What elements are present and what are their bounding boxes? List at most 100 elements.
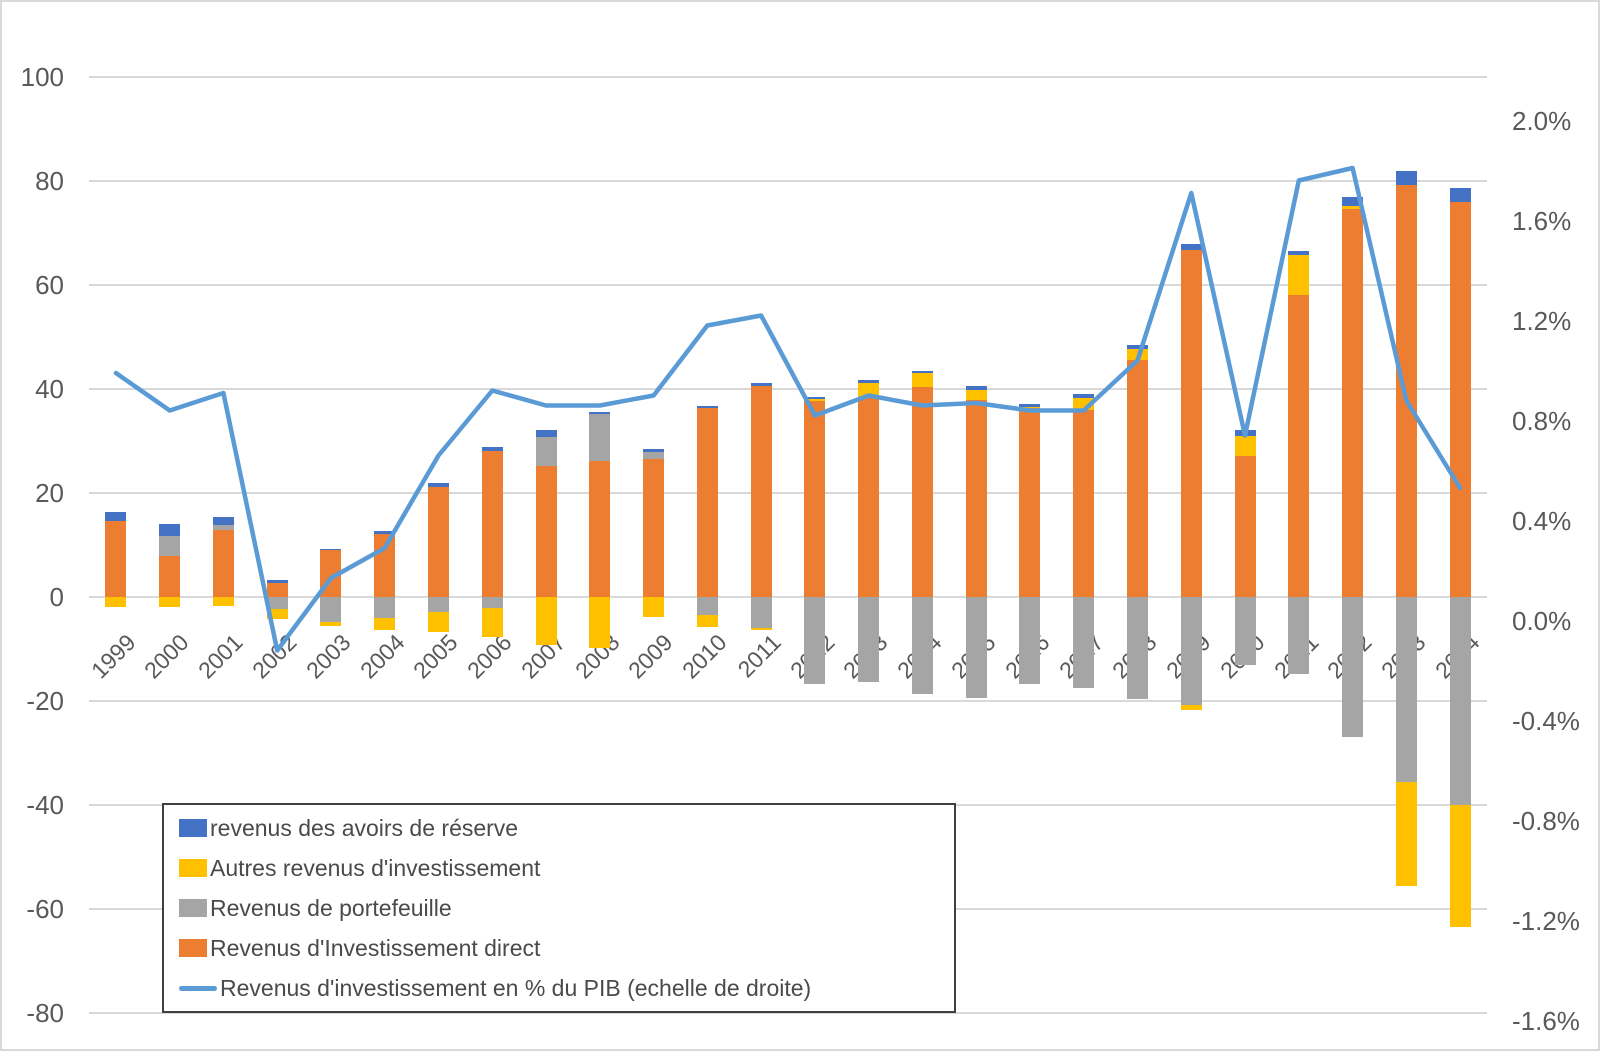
bar-2008-reserve [589, 411, 611, 414]
bar-2024-direct [1449, 201, 1471, 597]
bar-2005-portefeuille [428, 597, 449, 612]
bar-2021-autres [1288, 255, 1310, 295]
x-axis-label-2010: 2010 [677, 629, 732, 684]
bar-2022-reserve [1342, 197, 1364, 207]
bar-2022-autres [1342, 206, 1364, 210]
bar-2001-reserve [212, 516, 234, 525]
bar-2011-reserve [750, 382, 772, 386]
legend-swatch-bar-0 [179, 819, 207, 837]
bar-2009-portefeuille [643, 451, 665, 460]
bar-2020-reserve [1234, 429, 1256, 437]
bar-2001-portefeuille [212, 524, 234, 531]
x-axis-label-2006: 2006 [462, 629, 517, 684]
bar-2004-autres [374, 617, 396, 630]
bar-2016-reserve [1019, 404, 1041, 408]
bar-2017-autres [1073, 398, 1095, 410]
bar-2022-direct [1342, 209, 1364, 597]
gridline--20 [89, 700, 1487, 702]
bar-2013-autres [858, 382, 880, 397]
bar-2001-direct [212, 530, 234, 597]
bar-2003-portefeuille [320, 597, 342, 622]
bar-2010-direct [696, 407, 718, 597]
bar-2012-autres [804, 398, 826, 401]
bar-2004-direct [374, 533, 396, 597]
bar-2015-reserve [965, 385, 987, 390]
left-axis-tick-60: 60 [35, 270, 64, 300]
bar-2019-autres [1180, 704, 1202, 710]
bar-2007-portefeuille [535, 437, 557, 466]
left-axis-tick-40: 40 [35, 374, 64, 404]
right-axis-tick--0.4%: -0.4% [1512, 705, 1580, 736]
left-axis-tick--20: -20 [26, 686, 64, 716]
bar-2006-portefeuille [481, 597, 503, 608]
legend-label-2: Revenus de portefeuille [210, 894, 452, 921]
bar-2019-reserve [1180, 244, 1202, 250]
bar-2020-direct [1234, 455, 1256, 597]
bar-2016-portefeuille [1019, 597, 1041, 685]
gridline-100 [89, 76, 1487, 78]
bar-2007-direct [535, 465, 557, 597]
bar-2000-autres [159, 597, 181, 607]
bar-2014-reserve [911, 370, 933, 374]
left-axis-tick-20: 20 [35, 478, 64, 508]
bar-2018-autres [1127, 349, 1148, 361]
bar-2003-direct [320, 550, 342, 597]
bar-2005-reserve [428, 482, 449, 487]
legend-swatch-bar-3 [179, 939, 207, 957]
bar-2013-portefeuille [858, 597, 880, 682]
left-axis-tick-0: 0 [49, 582, 64, 612]
bar-2004-reserve [374, 531, 396, 534]
bar-2023-portefeuille [1395, 597, 1417, 782]
bar-2018-reserve [1127, 344, 1148, 350]
bar-2016-direct [1019, 408, 1041, 597]
bar-2000-direct [159, 555, 181, 597]
bar-2014-autres [911, 373, 933, 387]
legend-item-3: Revenus d'Investissement direct [164, 929, 954, 967]
bar-2005-direct [428, 486, 449, 597]
x-axis-label-2011: 2011 [732, 629, 786, 683]
bar-2019-portefeuille [1180, 597, 1202, 705]
bar-2021-portefeuille [1288, 597, 1310, 674]
left-axis-tick--40: -40 [26, 790, 64, 820]
bar-2002-autres [266, 609, 288, 620]
bar-2024-reserve [1449, 188, 1471, 202]
bar-2012-portefeuille [804, 597, 826, 685]
bar-2001-autres [212, 597, 234, 607]
bar-2002-portefeuille [266, 597, 288, 610]
legend-label-4: Revenus d'investissement en % du PIB (ec… [220, 974, 812, 1001]
right-axis-tick-2.0%: 2.0% [1512, 105, 1572, 136]
bar-2004-portefeuille [374, 597, 396, 618]
bar-2006-reserve [481, 446, 503, 452]
bar-2011-autres [750, 628, 772, 631]
left-axis-tick--60: -60 [26, 894, 64, 924]
bar-2006-autres [481, 607, 503, 637]
bar-2017-portefeuille [1073, 597, 1095, 688]
legend: revenus des avoirs de réserve Autres reve… [162, 803, 956, 1013]
gridline-0 [89, 596, 1487, 598]
bar-2018-direct [1127, 360, 1148, 597]
bar-2021-reserve [1288, 251, 1310, 256]
bar-2007-autres [535, 597, 557, 645]
right-axis-tick-0.0%: 0.0% [1512, 605, 1572, 636]
bar-2016-autres [1019, 407, 1041, 409]
bar-2000-reserve [159, 523, 181, 536]
right-axis-tick-0.8%: 0.8% [1512, 405, 1572, 436]
bar-2010-portefeuille [696, 597, 718, 616]
x-axis-label-2009: 2009 [623, 629, 678, 684]
bar-2006-direct [481, 451, 503, 597]
bar-2009-autres [643, 597, 665, 617]
left-axis-tick--80: -80 [26, 998, 64, 1028]
bar-2020-autres [1234, 436, 1256, 456]
bar-1999-autres [105, 597, 127, 608]
right-axis-tick--0.8%: -0.8% [1512, 805, 1580, 836]
bar-2023-autres [1395, 781, 1417, 886]
x-axis-label-2002: 2002 [247, 629, 302, 684]
x-axis-label-2000: 2000 [139, 629, 195, 684]
x-axis-label-2001: 2001 [193, 629, 248, 684]
bar-2024-portefeuille [1449, 597, 1471, 805]
legend-swatch-bar-1 [179, 859, 207, 877]
legend-label-0: revenus des avoirs de réserve [210, 814, 519, 841]
legend-swatch-bar-2 [179, 899, 207, 917]
bar-2017-reserve [1073, 394, 1095, 399]
